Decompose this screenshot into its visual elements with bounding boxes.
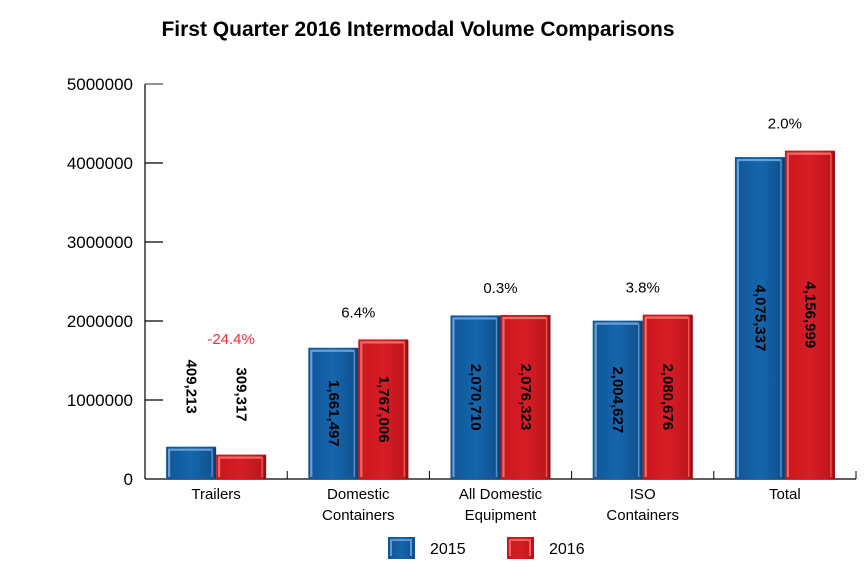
legend-label: 2016 <box>549 541 585 558</box>
change-percent-label: 3.8% <box>626 280 660 297</box>
bars <box>166 150 835 479</box>
x-category-label: Total <box>769 486 801 503</box>
change-percent-label: 2.0% <box>768 116 802 133</box>
x-category-label: Containers <box>606 507 679 524</box>
bar-bevel-highlight <box>736 158 781 477</box>
bar-2015-4 <box>734 157 785 479</box>
bar-2015-0 <box>166 446 217 479</box>
value-label-2016: 4,156,999 <box>801 281 818 348</box>
value-label-2016: 1,767,006 <box>375 376 392 443</box>
value-label-2016: 2,076,323 <box>517 364 534 431</box>
bar-bevel-highlight <box>594 322 639 477</box>
x-category-label: Trailers <box>191 486 240 503</box>
bar-2015-2 <box>450 315 501 479</box>
bar-2015-3 <box>592 320 643 479</box>
bar-body <box>592 320 643 479</box>
value-label-2016: 2,080,676 <box>659 363 676 430</box>
bar-body <box>166 446 217 479</box>
bar-bevel-highlight <box>168 448 213 477</box>
y-tick-label: 0 <box>124 470 133 489</box>
x-category-label: Domestic <box>327 486 390 503</box>
legend-swatch <box>388 537 415 559</box>
bar-body <box>500 314 551 479</box>
y-tick-label: 1000000 <box>67 391 133 410</box>
y-tick-label: 3000000 <box>67 233 133 252</box>
value-label-2015: 2,004,627 <box>609 366 626 433</box>
bar-bevel-highlight <box>452 317 497 477</box>
legend-label: 2015 <box>430 541 466 558</box>
x-category-label: Containers <box>322 507 395 524</box>
legend-swatch <box>507 537 534 559</box>
labels: 409,213 309,317 -24.4% Trailers 1,661,497 1,7… <box>183 116 819 524</box>
bar-bevel-highlight <box>644 316 689 477</box>
bar-2016-0 <box>216 454 267 479</box>
bar-bevel-highlight <box>218 456 263 477</box>
bar-2016-3 <box>642 314 693 479</box>
value-label-2016: 309,317 <box>233 367 250 421</box>
value-label-2015: 409,213 <box>183 360 200 414</box>
bar-body <box>734 157 785 479</box>
bar-body <box>784 150 835 479</box>
bar-2016-4 <box>784 150 835 479</box>
y-tick-label: 5000000 <box>67 75 133 94</box>
bar-2016-1 <box>358 339 409 479</box>
bar-body <box>358 339 409 479</box>
x-category-label: All Domestic <box>459 486 543 503</box>
bar-2015-1 <box>308 347 359 479</box>
value-label-2015: 1,661,497 <box>325 380 342 447</box>
y-tick-label: 2000000 <box>67 312 133 331</box>
bar-2016-2 <box>500 314 551 479</box>
legend-item-2016: 2016 <box>507 537 585 559</box>
legend: 2015 2016 <box>388 537 585 559</box>
chart-title: First Quarter 2016 Intermodal Volume Com… <box>161 18 674 41</box>
legend-swatch-bevel <box>390 539 412 556</box>
bar-bevel-highlight <box>360 341 405 477</box>
bar-bevel-highlight <box>310 349 355 477</box>
x-category-label: Equipment <box>465 507 538 524</box>
change-percent-label: -24.4% <box>207 331 255 348</box>
bar-body <box>450 315 501 479</box>
change-percent-label: 6.4% <box>341 304 375 321</box>
bar-body <box>642 314 693 479</box>
bar-bevel-highlight <box>786 152 831 477</box>
bar-bevel-highlight <box>502 316 547 477</box>
change-percent-label: 0.3% <box>483 280 517 297</box>
y-tick-label: 4000000 <box>67 154 133 173</box>
bar-body <box>308 347 359 479</box>
value-label-2015: 2,070,710 <box>467 364 484 431</box>
legend-swatch-bevel <box>509 539 531 556</box>
legend-item-2015: 2015 <box>388 537 466 559</box>
x-category-label: ISO <box>630 486 656 503</box>
value-label-2015: 4,075,337 <box>751 285 768 352</box>
